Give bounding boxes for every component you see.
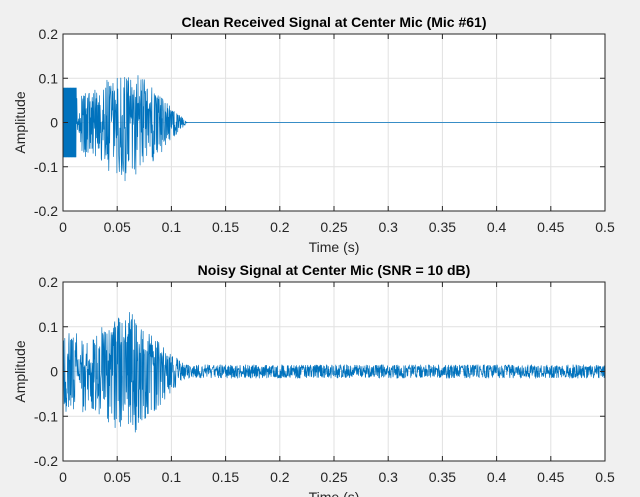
tick-marks [62,281,606,462]
y-tick-label: -0.1 [34,159,58,175]
x-tick-label: 0.4 [487,219,507,235]
y-tick-label: -0.1 [34,408,58,424]
y-axis-label: Amplitude [12,340,28,402]
y-tick-label: 0 [50,115,58,131]
y-tick-label: 0.1 [39,70,59,86]
x-tick-label: 0.25 [320,219,347,235]
x-tick-label: 0.05 [104,219,131,235]
y-tick-label: 0 [50,364,58,380]
y-tick-label: 0.2 [39,26,59,42]
x-tick-label: 0.2 [270,469,290,485]
x-tick-label: 0.15 [212,219,239,235]
x-tick-label: 0.3 [378,469,398,485]
chart-title: Clean Received Signal at Center Mic (Mic… [182,14,487,30]
x-tick-label: 0.5 [595,219,615,235]
x-tick-label: 0.2 [270,219,290,235]
plot-noisy-signal: Noisy Signal at Center Mic (SNR = 10 dB)… [12,262,615,497]
x-tick-label: 0.05 [104,469,131,485]
signal-line-clean [62,75,606,182]
chart-title: Noisy Signal at Center Mic (SNR = 10 dB) [198,262,471,278]
plot-clean-signal: Clean Received Signal at Center Mic (Mic… [12,14,615,255]
x-tick-label: 0.5 [595,469,615,485]
y-tick-label: -0.2 [34,453,58,469]
x-tick-label: 0.45 [537,219,564,235]
x-axis-label: Time (s) [309,239,360,255]
x-axis-label: Time (s) [309,489,360,497]
x-tick-label: 0.35 [429,469,456,485]
x-tick-label: 0.4 [487,469,507,485]
y-axis-label: Amplitude [12,91,28,153]
x-tick-label: 0.35 [429,219,456,235]
x-tick-label: 0.15 [212,469,239,485]
x-tick-label: 0 [59,219,67,235]
tick-marks [62,33,606,212]
x-tick-label: 0.3 [378,219,398,235]
x-tick-label: 0.1 [162,219,182,235]
y-tick-label: 0.1 [39,319,59,335]
y-tick-label: 0.2 [39,274,59,290]
x-tick-label: 0.25 [320,469,347,485]
x-tick-label: 0.45 [537,469,564,485]
x-tick-label: 0.1 [162,469,182,485]
y-tick-label: -0.2 [34,203,58,219]
x-tick-label: 0 [59,469,67,485]
signal-line-noisy [62,311,606,433]
